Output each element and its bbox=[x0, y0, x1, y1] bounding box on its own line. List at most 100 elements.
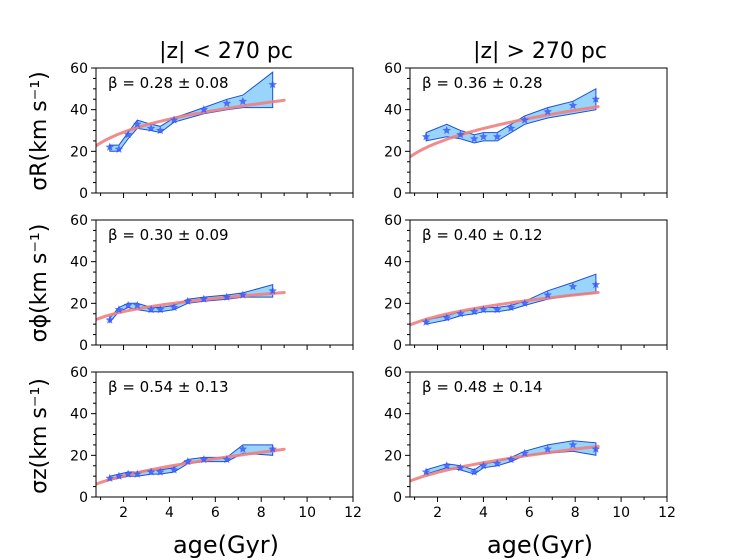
y-tick-label: 60 bbox=[70, 213, 88, 229]
data-point-star bbox=[492, 459, 502, 468]
y-tick-label: 0 bbox=[79, 186, 88, 202]
data-point-star bbox=[591, 94, 601, 103]
fit-curve bbox=[410, 290, 600, 327]
data-point-star bbox=[520, 298, 530, 307]
data-point-star bbox=[123, 300, 133, 310]
data-point-star bbox=[520, 115, 530, 124]
data-point-star bbox=[155, 305, 165, 314]
fit-curve bbox=[96, 98, 286, 148]
beta-annotation: β = 0.54 ± 0.13 bbox=[108, 378, 229, 396]
xlabel-left: age(Gyr) bbox=[173, 531, 279, 559]
data-point-star bbox=[492, 305, 502, 314]
x-tick-label: 6 bbox=[525, 505, 534, 521]
x-tick-label: 6 bbox=[211, 505, 220, 521]
data-point-star bbox=[568, 101, 578, 110]
ylabel-sigma-phi: σϕ(km s⁻¹) bbox=[27, 224, 52, 343]
x-tick-label: 12 bbox=[658, 505, 676, 521]
y-tick-label: 20 bbox=[384, 448, 402, 464]
data-point-star bbox=[469, 134, 479, 143]
data-point-star bbox=[146, 467, 156, 476]
column-title-right: |z| > 270 pc bbox=[473, 39, 607, 64]
y-tick-label: 20 bbox=[70, 296, 88, 312]
y-tick-label: 20 bbox=[70, 448, 88, 464]
data-point-star bbox=[222, 292, 232, 301]
plot-area bbox=[410, 440, 601, 483]
data-point-star bbox=[222, 98, 232, 108]
fit-curve bbox=[410, 444, 600, 483]
panel-1-1: 0 20 40 60 β = 0.40 ± 0.12 bbox=[384, 213, 668, 354]
data-point-star bbox=[543, 107, 552, 116]
data-point-star bbox=[146, 305, 156, 314]
panel-0-0: 0 20 40 60 β = 0.28 ± 0.08 bbox=[70, 61, 354, 202]
plot-area bbox=[96, 71, 286, 153]
plot-area bbox=[410, 87, 601, 159]
y-tick-label: 20 bbox=[384, 296, 402, 312]
data-point-star bbox=[155, 126, 165, 135]
column-title-left: |z| < 270 pc bbox=[159, 39, 293, 64]
data-point-star bbox=[169, 465, 179, 474]
data-point-star bbox=[268, 286, 277, 295]
data-point-star bbox=[123, 469, 133, 478]
fit-curve bbox=[410, 105, 600, 159]
data-point-star bbox=[506, 455, 516, 464]
y-tick-label: 0 bbox=[393, 186, 402, 202]
data-point-star bbox=[442, 461, 451, 470]
y-tick-label: 60 bbox=[70, 61, 88, 77]
x-tick-label: 8 bbox=[257, 505, 266, 521]
data-point-star bbox=[238, 96, 248, 105]
y-tick-label: 0 bbox=[79, 490, 88, 506]
uncertainty-band bbox=[425, 87, 597, 144]
data-point-star bbox=[506, 123, 516, 133]
plot-area bbox=[96, 444, 286, 486]
data-point-star bbox=[506, 303, 516, 312]
data-point-star bbox=[568, 440, 578, 449]
data-point-star bbox=[183, 457, 193, 466]
data-point-star bbox=[520, 448, 530, 457]
y-tick-label: 40 bbox=[384, 103, 402, 119]
data-point-star bbox=[421, 132, 431, 141]
data-point-star bbox=[492, 132, 502, 141]
data-point-star bbox=[568, 282, 578, 291]
y-tick-label: 20 bbox=[384, 144, 402, 160]
panel-1-0: 0 20 40 60 β = 0.30 ± 0.09 bbox=[70, 213, 354, 354]
data-point-star bbox=[105, 315, 115, 324]
y-tick-label: 60 bbox=[384, 213, 402, 229]
data-point-star bbox=[421, 467, 431, 476]
x-tick-label: 10 bbox=[298, 505, 316, 521]
data-point-star bbox=[222, 455, 232, 464]
y-tick-label: 0 bbox=[79, 338, 88, 354]
ylabel-sigma-z: σz(km s⁻¹) bbox=[27, 378, 52, 494]
data-point-star bbox=[479, 305, 488, 314]
data-point-star bbox=[133, 469, 142, 478]
y-tick-label: 40 bbox=[384, 407, 402, 423]
data-point-star bbox=[169, 303, 179, 312]
data-point-star bbox=[479, 132, 488, 141]
y-tick-label: 0 bbox=[393, 338, 402, 354]
plot-area bbox=[96, 283, 286, 324]
data-point-star bbox=[105, 142, 115, 151]
data-point-star bbox=[133, 300, 142, 310]
data-point-star bbox=[114, 144, 124, 153]
data-point-star bbox=[183, 296, 193, 305]
y-tick-label: 20 bbox=[70, 144, 88, 160]
y-tick-label: 40 bbox=[384, 255, 402, 271]
beta-annotation: β = 0.28 ± 0.08 bbox=[108, 74, 229, 92]
x-tick-label: 4 bbox=[165, 505, 174, 521]
data-point-star bbox=[456, 309, 465, 318]
data-point-star bbox=[591, 280, 601, 289]
beta-annotation: β = 0.30 ± 0.09 bbox=[108, 226, 229, 244]
data-point-star bbox=[169, 115, 179, 124]
uncertainty-band bbox=[109, 283, 274, 324]
y-tick-label: 0 bbox=[393, 490, 402, 506]
beta-annotation: β = 0.36 ± 0.28 bbox=[422, 74, 543, 92]
data-point-star bbox=[268, 80, 277, 89]
x-tick-label: 10 bbox=[612, 505, 630, 521]
panel-2-0: 0 20 40 60 2 4 6 8 10 12 β = 0.54 ± 0.13 bbox=[70, 365, 362, 521]
data-point-star bbox=[479, 461, 488, 470]
panel-0-1: 0 20 40 60 β = 0.36 ± 0.28 bbox=[384, 61, 668, 202]
data-point-star bbox=[469, 307, 479, 316]
data-point-star bbox=[105, 473, 115, 482]
plot-area bbox=[410, 273, 601, 327]
xlabel-right: age(Gyr) bbox=[487, 531, 593, 559]
